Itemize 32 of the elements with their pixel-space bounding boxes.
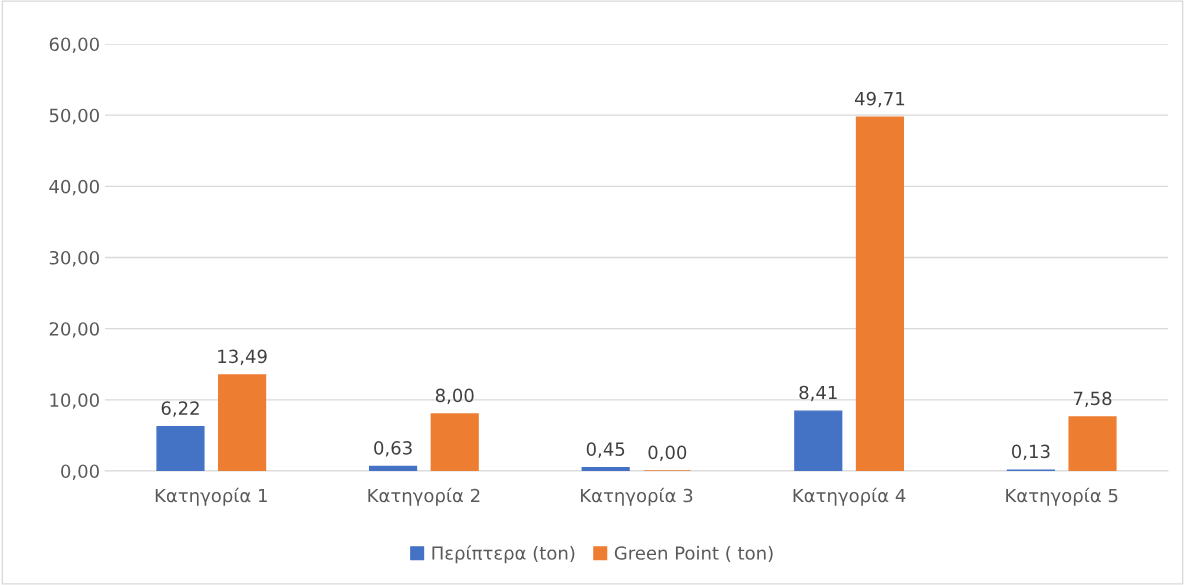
y-tick-label: 30,00	[49, 250, 99, 267]
y-tick-label: 0,00	[61, 464, 99, 480]
data-label: 8,41	[799, 385, 837, 402]
data-label: 6,22	[161, 401, 199, 417]
bar	[368, 465, 418, 471]
data-label: 0,63	[374, 441, 412, 457]
data-label: 13,49	[218, 349, 267, 366]
x-tick-label: Κατηγορία 1	[155, 487, 267, 506]
y-tick-label: 40,00	[49, 179, 99, 196]
bar	[218, 374, 267, 471]
bar	[855, 116, 905, 471]
y-tick-label: 60,00	[49, 37, 99, 53]
x-tick-label: Κατηγορία 5	[1006, 487, 1118, 506]
bar	[1068, 416, 1117, 471]
data-label: 0,45	[586, 442, 625, 458]
x-tick-label: Κατηγορία 2	[368, 487, 480, 506]
data-label: 7,58	[1073, 391, 1112, 408]
legend-label: Περίπτερα (ton)	[432, 545, 575, 564]
data-label: 0,13	[1011, 444, 1050, 461]
legend-label: Green Point ( ton)	[614, 545, 773, 562]
data-label: 8,00	[435, 388, 474, 405]
y-tick-label: 10,00	[50, 393, 99, 409]
data-label: 0,00	[648, 445, 687, 462]
x-tick-label: Κατηγορία 3	[581, 487, 693, 506]
y-tick-label: 50,00	[49, 108, 99, 125]
y-tick-label: 20,00	[49, 322, 99, 338]
x-tick-label: Κατηγορία 4	[793, 487, 906, 506]
bar	[794, 410, 843, 471]
bar	[430, 413, 479, 471]
bar	[581, 467, 630, 471]
data-label: 49,71	[854, 91, 905, 108]
bar	[156, 426, 205, 471]
